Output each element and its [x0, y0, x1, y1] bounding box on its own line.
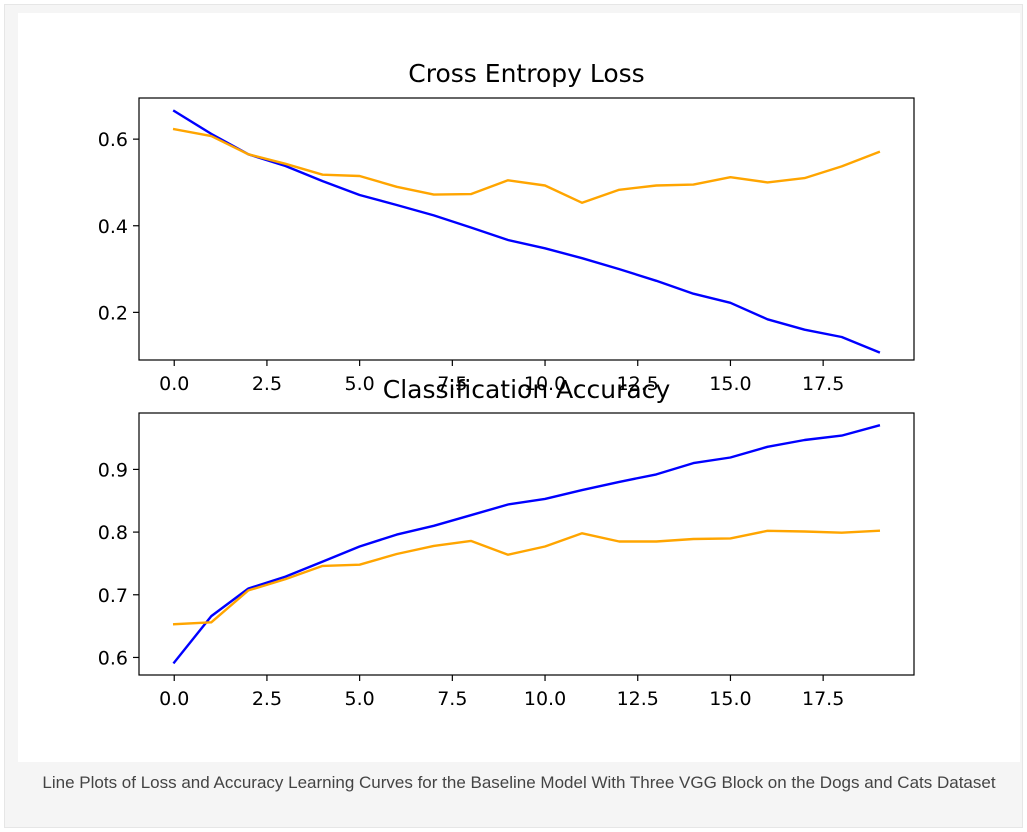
loss-axes-frame	[138, 97, 915, 361]
loss-xtick-label: 10.0	[524, 373, 566, 395]
plot-area	[18, 13, 1020, 762]
accuracy-ytick-label: 0.9	[98, 459, 128, 481]
accuracy-xtick-label: 2.5	[252, 688, 282, 710]
loss-xtick-label: 7.5	[437, 373, 467, 395]
loss-xtick-label: 0.0	[159, 373, 189, 395]
accuracy-xtick-label: 5.0	[345, 688, 375, 710]
loss-title: Cross Entropy Loss	[408, 59, 644, 88]
accuracy-series-1-line	[172, 529, 881, 626]
accuracy-xtick-label: 15.0	[709, 688, 751, 710]
loss-chart: Cross Entropy Loss 0.0 2.5 5.0 7.5 10.0 12.5 15…	[98, 59, 915, 395]
accuracy-axes-frame	[138, 412, 915, 676]
accuracy-title: Classification Accuracy	[383, 375, 671, 404]
accuracy-ytick-label: 0.8	[98, 522, 128, 544]
loss-ytick-label: 0.4	[98, 216, 128, 238]
figure-frame: Line Plots of Loss and Accuracy Learning…	[4, 4, 1023, 828]
charts-svg: Cross Entropy Loss 0.0 2.5 5.0 7.5 10.0 12.5 15…	[98, 59, 915, 710]
loss-series-0-line	[172, 109, 881, 354]
accuracy-ytick-label: 0.6	[98, 647, 128, 669]
loss-xtick-label: 12.5	[617, 373, 659, 395]
loss-ytick-label: 0.2	[98, 302, 128, 324]
loss-xtick-label: 5.0	[345, 373, 375, 395]
loss-xtick-label: 2.5	[252, 373, 282, 395]
loss-ytick-label: 0.6	[98, 129, 128, 151]
accuracy-xtick-label: 12.5	[617, 688, 659, 710]
accuracy-xtick-label: 10.0	[524, 688, 566, 710]
accuracy-xtick-label: 7.5	[437, 688, 467, 710]
loss-series-1-line	[172, 127, 881, 205]
accuracy-chart: Classification Accuracy 0.0 2.5 5.0 7.5 10.0 1…	[98, 375, 915, 710]
accuracy-xtick-label: 17.5	[802, 688, 844, 710]
accuracy-ytick-label: 0.7	[98, 585, 128, 607]
accuracy-xtick-label: 0.0	[159, 688, 189, 710]
accuracy-series-0-line	[172, 424, 881, 665]
loss-xtick-label: 17.5	[802, 373, 844, 395]
loss-xtick-label: 15.0	[709, 373, 751, 395]
figure-caption: Line Plots of Loss and Accuracy Learning…	[42, 773, 996, 792]
